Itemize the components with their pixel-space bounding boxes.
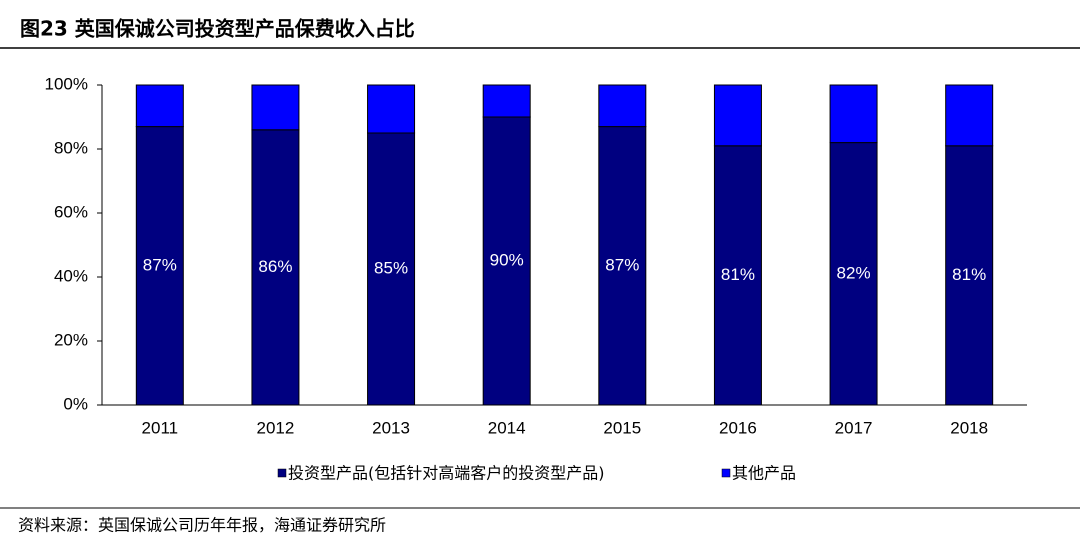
y-tick-label: 80% bbox=[54, 138, 88, 157]
y-tick-label: 100% bbox=[45, 74, 88, 93]
legend-swatch bbox=[721, 468, 731, 478]
y-tick-label: 60% bbox=[54, 202, 88, 221]
value-label: 81% bbox=[952, 265, 986, 284]
bar-segment bbox=[713, 84, 762, 147]
bar-segment bbox=[945, 145, 994, 406]
legend-label: 投资型产品(包括针对高端客户的投资型产品) bbox=[288, 464, 605, 483]
x-tick-label: 2017 bbox=[835, 418, 873, 437]
bar-segment bbox=[135, 84, 184, 128]
value-label: 81% bbox=[721, 265, 755, 284]
bar-segment bbox=[367, 132, 416, 406]
x-tick-label: 2016 bbox=[719, 418, 757, 437]
value-label: 90% bbox=[490, 250, 524, 269]
legend-swatch bbox=[277, 468, 287, 478]
x-tick-label: 2015 bbox=[603, 418, 641, 437]
x-tick-label: 2018 bbox=[950, 418, 988, 437]
bar-segment bbox=[829, 84, 878, 144]
bar-segment bbox=[251, 84, 300, 131]
x-tick-label: 2013 bbox=[372, 418, 410, 437]
x-tick-label: 2014 bbox=[488, 418, 526, 437]
bar-segment bbox=[482, 116, 531, 406]
source-note: 资料来源：英国保诚公司历年年报，海通证券研究所 bbox=[18, 516, 386, 535]
y-tick-label: 40% bbox=[54, 266, 88, 285]
chart-title: 图23 英国保诚公司投资型产品保费收入占比 bbox=[20, 17, 415, 41]
bar-segment bbox=[367, 84, 416, 134]
value-label: 82% bbox=[837, 263, 871, 282]
value-label: 87% bbox=[605, 255, 639, 274]
value-label: 87% bbox=[143, 255, 177, 274]
bar-segment bbox=[598, 126, 647, 406]
bar-segment bbox=[482, 84, 531, 118]
bar-segment bbox=[251, 129, 300, 406]
x-tick-label: 2011 bbox=[142, 418, 179, 437]
bar-segment bbox=[135, 126, 184, 406]
legend-label: 其他产品 bbox=[732, 464, 796, 483]
y-tick-label: 0% bbox=[63, 394, 88, 413]
bar-segment bbox=[598, 84, 647, 128]
y-tick-label: 20% bbox=[54, 330, 88, 349]
value-label: 86% bbox=[258, 257, 292, 276]
x-tick-label: 2012 bbox=[257, 418, 295, 437]
value-label: 85% bbox=[374, 258, 408, 277]
bar-segment bbox=[945, 84, 994, 147]
